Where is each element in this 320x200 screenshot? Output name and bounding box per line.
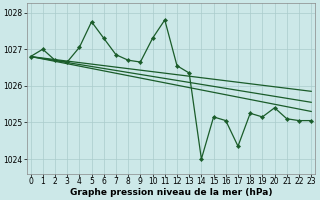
X-axis label: Graphe pression niveau de la mer (hPa): Graphe pression niveau de la mer (hPa) — [70, 188, 272, 197]
